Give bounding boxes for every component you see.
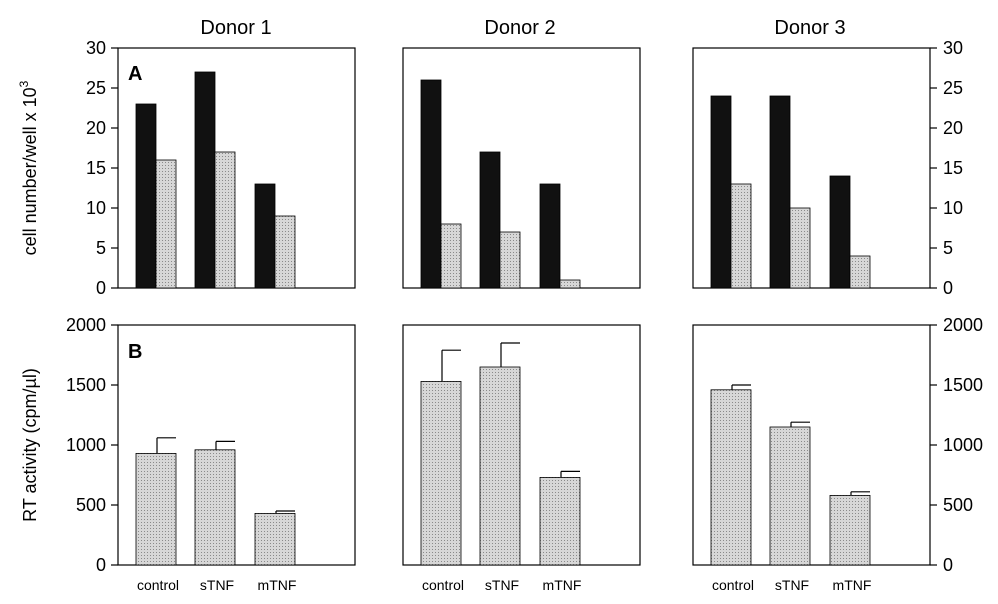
panel-a-light-bar [155, 159, 177, 289]
panel-a-dark-bar [254, 183, 276, 289]
panel-a-dark-bar [194, 71, 216, 289]
panel-b-bar [710, 389, 752, 566]
panel-a-left-tick-label: 30 [86, 38, 106, 58]
panel-b-bar [420, 380, 462, 566]
chart-marks: 0 0 5 5 10 10 15 15 20 20 25 25 30 30 0 0 500 500 1000 1000… [66, 38, 983, 593]
panel-b-left-tick-label: 1500 [66, 375, 106, 395]
panel-a-left-tick-label: 0 [96, 278, 106, 298]
panel-a-right-tick-label: 25 [943, 78, 963, 98]
panel-a-donor-2-frame [402, 47, 641, 289]
x-category-label: control [712, 577, 754, 593]
panel-b-left-tick-label: 1000 [66, 435, 106, 455]
panel-a-light-bar [214, 151, 236, 289]
panel-a-dark-bar [420, 79, 442, 289]
panel-b-y-axis-title: RT activity (cpm/µl) [20, 368, 40, 522]
panel-b-bar [539, 476, 581, 566]
x-category-label: sTNF [775, 577, 809, 593]
panel-a-light-bar [849, 255, 871, 289]
panel-b-donor-2-frame [402, 324, 641, 566]
panel-b-right-tick-label: 0 [943, 555, 953, 575]
panel-a-y-axis-title: cell number/well x 103 [17, 80, 40, 255]
x-category-label: mTNF [258, 577, 297, 593]
panel-a-dark-bar [829, 175, 851, 289]
panel-a-right-tick-label: 10 [943, 198, 963, 218]
panel-a-dark-bar [710, 95, 732, 289]
panel-a-right-tick-label: 0 [943, 278, 953, 298]
panel-a-left-tick-label: 20 [86, 118, 106, 138]
panel-a-left-tick-label: 25 [86, 78, 106, 98]
donor-2-title: Donor 2 [484, 17, 555, 39]
panel-a-right-tick-label: 15 [943, 158, 963, 178]
panel-a-label: A [128, 63, 142, 85]
panel-b-right-tick-label: 1000 [943, 435, 983, 455]
panel-b-bar [194, 449, 236, 566]
panel-a-dark-bar [769, 95, 791, 289]
panel-a-right-tick-label: 30 [943, 38, 963, 58]
panel-a-dark-bar [135, 103, 157, 289]
panel-a-light-bar [789, 207, 811, 289]
panel-a-light-bar [440, 223, 462, 289]
panel-b-bar [254, 513, 296, 566]
x-category-label: control [137, 577, 179, 593]
panel-b-bar [135, 452, 177, 566]
panel-a-dark-bar [479, 151, 501, 289]
panel-a-light-bar [274, 215, 296, 289]
panel-a-left-tick-label: 5 [96, 238, 106, 258]
panel-b-right-tick-label: 2000 [943, 315, 983, 335]
panel-b-bar [479, 366, 521, 566]
donor-1-title: Donor 1 [200, 17, 271, 39]
x-category-label: sTNF [485, 577, 519, 593]
panel-b-left-tick-label: 500 [76, 495, 106, 515]
donor-3-title: Donor 3 [774, 17, 845, 39]
x-category-label: mTNF [543, 577, 582, 593]
panel-a-left-tick-label: 15 [86, 158, 106, 178]
panel-b-right-tick-label: 500 [943, 495, 973, 515]
x-category-label: sTNF [200, 577, 234, 593]
panel-a-right-tick-label: 5 [943, 238, 953, 258]
panel-a-light-bar [559, 279, 581, 289]
panel-a-dark-bar [539, 183, 561, 289]
x-category-label: control [422, 577, 464, 593]
panel-b-bar [769, 426, 811, 566]
panel-b-bar [829, 494, 871, 566]
x-category-label: mTNF [833, 577, 872, 593]
panel-b-label: B [128, 341, 142, 363]
panel-a-left-tick-label: 10 [86, 198, 106, 218]
panel-b-left-tick-label: 2000 [66, 315, 106, 335]
panel-a-right-tick-label: 20 [943, 118, 963, 138]
panel-a-light-bar [730, 183, 752, 289]
panel-a-light-bar [499, 231, 521, 289]
panel-b-right-tick-label: 1500 [943, 375, 983, 395]
panel-b-left-tick-label: 0 [96, 555, 106, 575]
